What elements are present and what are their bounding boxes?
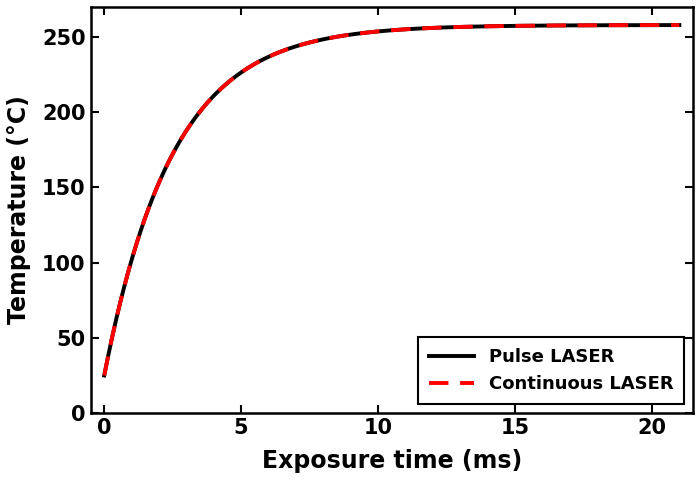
Pulse LASER	[553, 23, 561, 28]
Pulse LASER	[658, 22, 666, 28]
Pulse LASER	[676, 22, 684, 28]
Continuous LASER	[100, 372, 108, 378]
Pulse LASER	[100, 372, 108, 378]
Line: Continuous LASER: Continuous LASER	[104, 25, 680, 375]
Continuous LASER	[365, 29, 373, 35]
Continuous LASER	[379, 28, 388, 34]
Continuous LASER	[553, 23, 561, 28]
Pulse LASER	[379, 28, 388, 34]
Legend: Pulse LASER, Continuous LASER: Pulse LASER, Continuous LASER	[418, 337, 684, 404]
Pulse LASER	[365, 29, 373, 35]
Continuous LASER	[676, 22, 684, 28]
Y-axis label: Temperature (°C): Temperature (°C)	[7, 96, 31, 324]
Continuous LASER	[658, 22, 666, 28]
Continuous LASER	[130, 251, 138, 256]
Pulse LASER	[130, 251, 138, 256]
Line: Pulse LASER: Pulse LASER	[104, 25, 680, 375]
Continuous LASER	[659, 22, 667, 28]
X-axis label: Exposure time (ms): Exposure time (ms)	[262, 449, 522, 473]
Pulse LASER	[659, 22, 667, 28]
